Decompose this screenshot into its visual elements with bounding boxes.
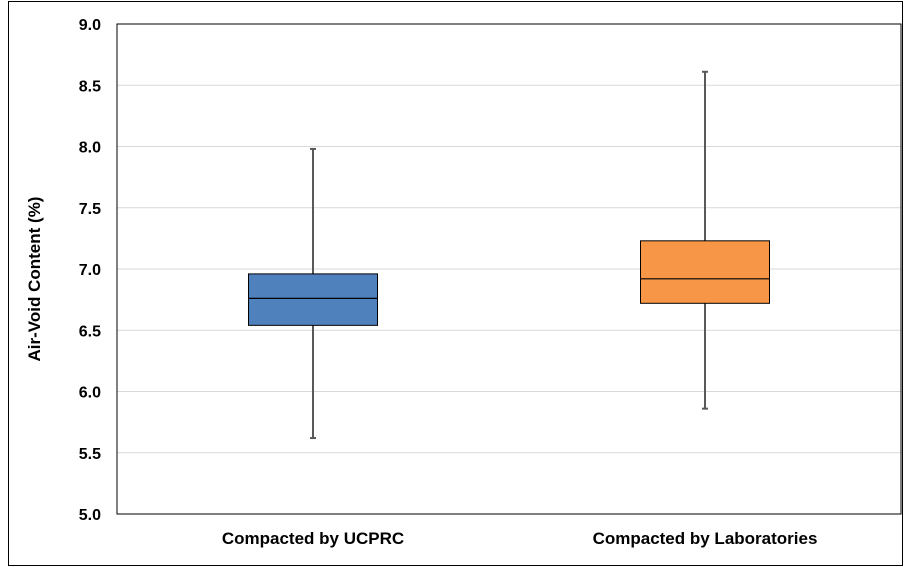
y-tick-label: 8.5 (79, 78, 101, 95)
iqr-box (248, 273, 378, 326)
iqr-box (640, 240, 770, 304)
plot-area (116, 23, 902, 515)
y-tick-label: 6.5 (79, 323, 101, 340)
y-tick-label: 6.0 (79, 385, 101, 402)
y-tick-label: 8.0 (79, 140, 101, 157)
y-axis-ticks: 5.0 5.5 6.0 6.5 7.0 7.5 8.0 8.5 9.0 (79, 17, 101, 524)
y-tick-label: 7.5 (79, 201, 101, 218)
y-tick-label: 9.0 (79, 17, 101, 34)
x-category-label: Compacted by UCPRC (222, 529, 404, 548)
y-axis-title: Air-Void Content (%) (25, 197, 44, 362)
x-category-label: Compacted by Laboratories (593, 529, 818, 548)
y-tick-label: 7.0 (79, 262, 101, 279)
box-1 (248, 147, 378, 440)
y-tick-label: 5.5 (79, 446, 101, 463)
gridlines (117, 84, 901, 454)
boxes (248, 70, 770, 440)
box-2 (640, 70, 770, 410)
x-axis-categories: Compacted by UCPRC Compacted by Laborator… (222, 529, 818, 548)
y-tick-label: 5.0 (79, 507, 101, 524)
